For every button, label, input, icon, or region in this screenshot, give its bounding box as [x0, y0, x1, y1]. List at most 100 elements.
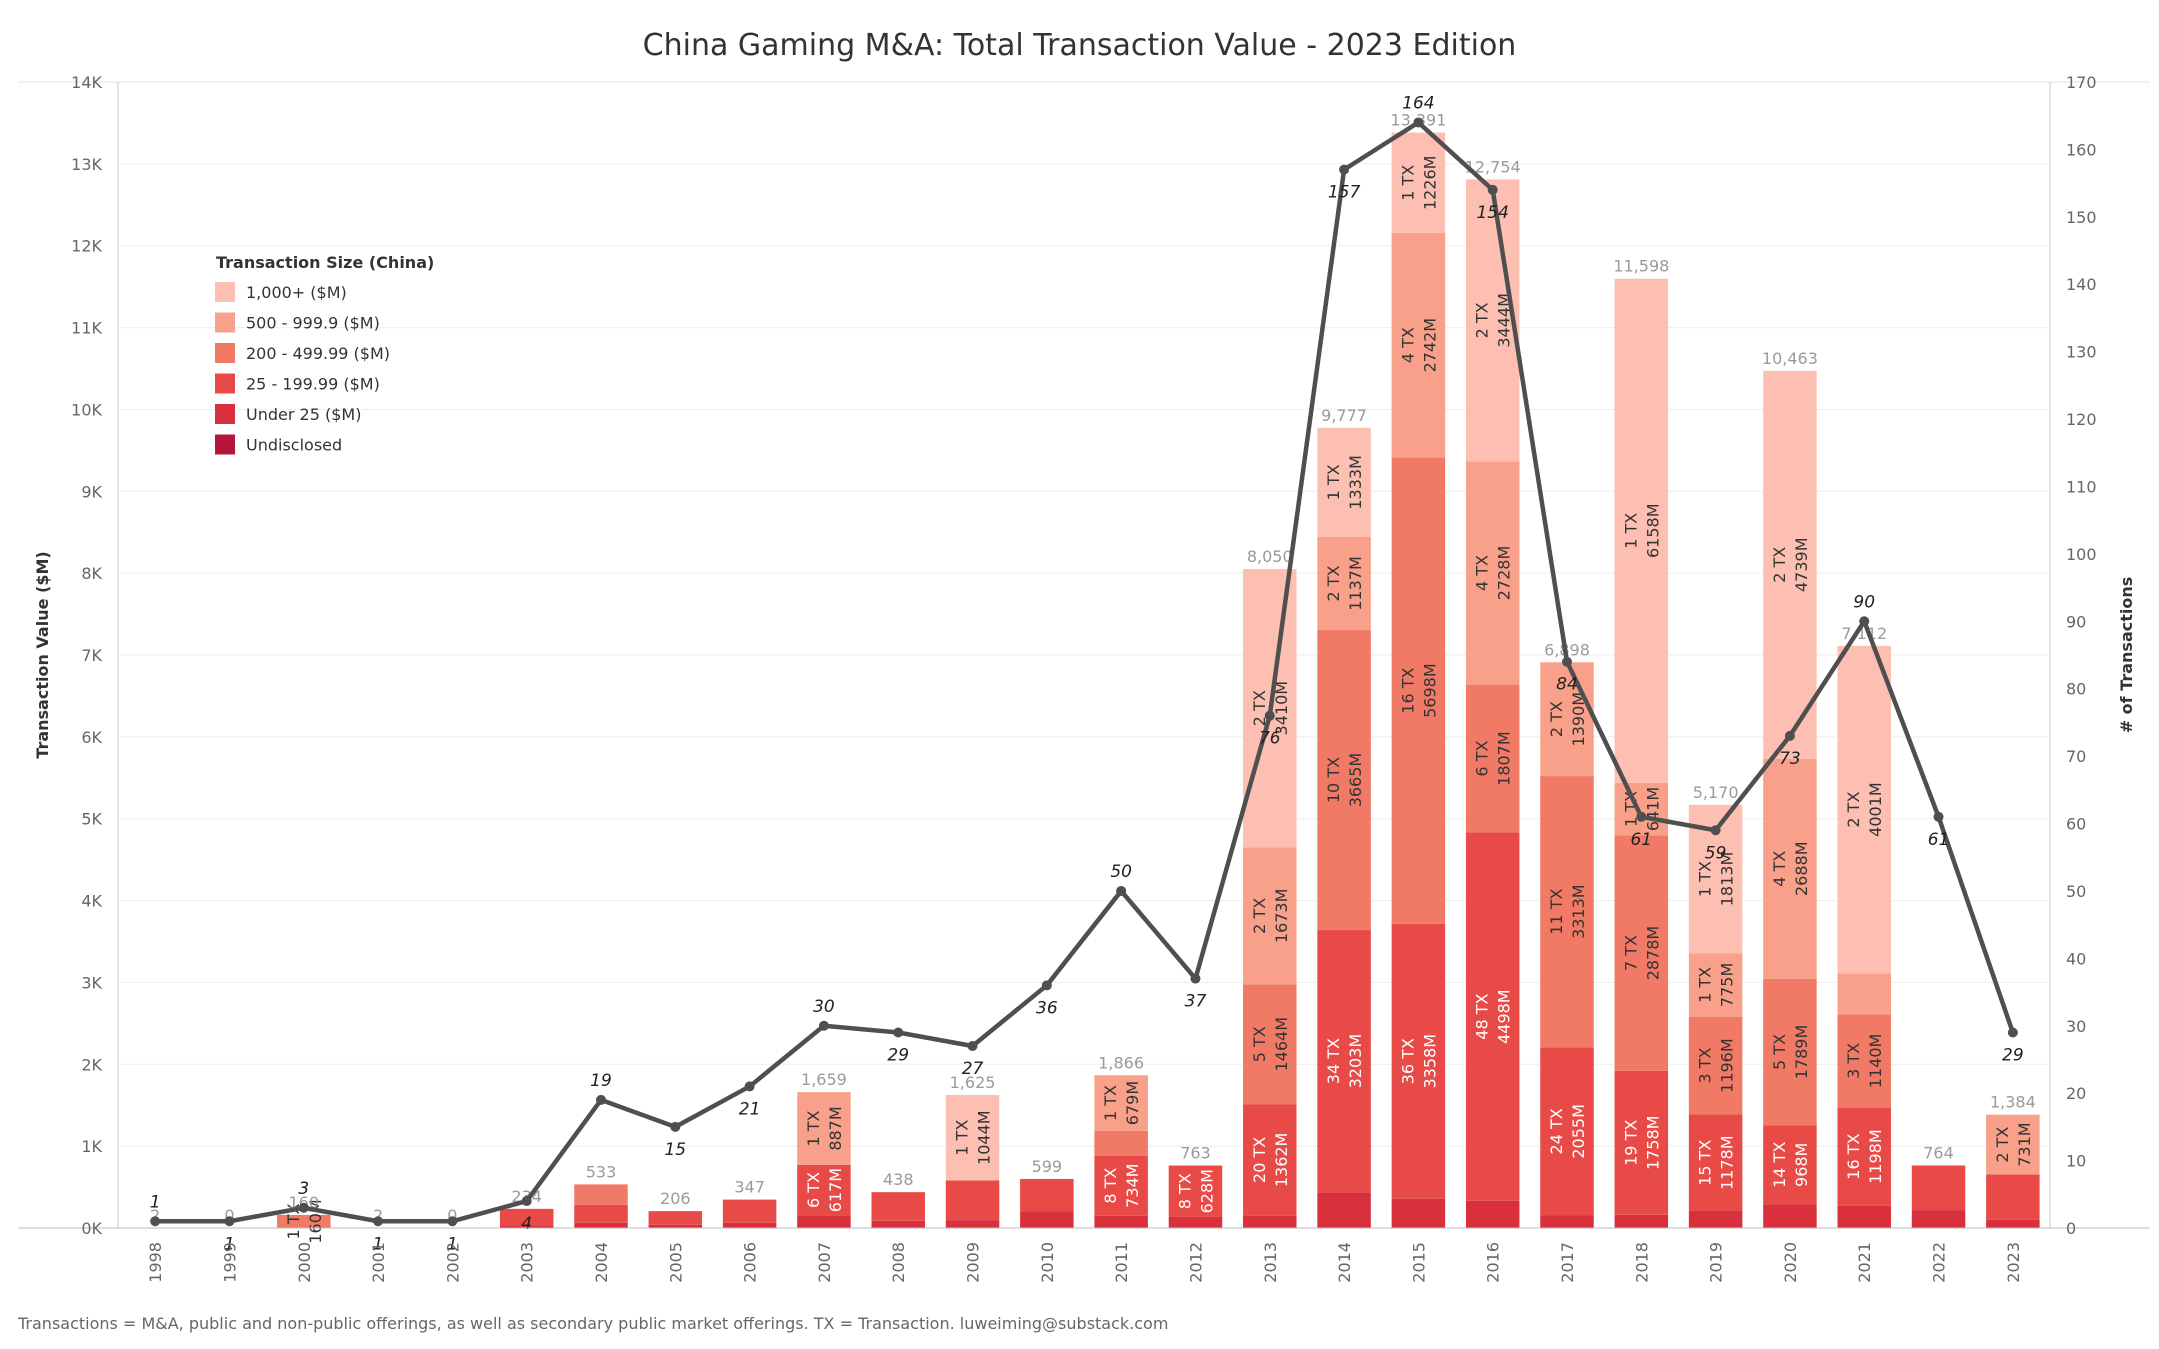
bar-segment — [1837, 1014, 1891, 1108]
segment-label: 48 TX 4498M — [1473, 989, 1514, 1044]
bar-segment — [1168, 1216, 1223, 1228]
segment-label: 20 TX 1362M — [1250, 1133, 1291, 1188]
y2-tick-label: 0 — [2066, 1219, 2076, 1238]
line-point — [447, 1216, 458, 1227]
segment-label: 2 TX 1673M — [1250, 889, 1291, 944]
bar-segment — [1540, 1047, 1594, 1216]
bar-segment — [871, 1192, 925, 1221]
line-point — [224, 1216, 235, 1227]
line-point-label: 30 — [813, 997, 835, 1017]
line-point-label: 4 — [521, 1214, 532, 1234]
segment-label: 2 TX 1137M — [1324, 556, 1365, 611]
gridlines — [118, 81, 2050, 1147]
bar-segment — [1317, 1192, 1371, 1228]
bar-total-label: 10,463 — [1762, 349, 1818, 368]
bar-segment — [1688, 1210, 1743, 1228]
line-point — [298, 1202, 309, 1213]
bar-total-label: 763 — [1180, 1144, 1211, 1163]
segment-label: 24 TX 2055M — [1547, 1104, 1588, 1159]
bar-total-label: 2 — [150, 1206, 160, 1225]
line-point-label: 84 — [1556, 675, 1578, 695]
bar-segment — [945, 1220, 1000, 1228]
x-tick-label: 2009 — [964, 1242, 983, 1283]
bar-segment — [1317, 536, 1371, 631]
bar-total-label: 11,598 — [1613, 257, 1669, 276]
y2-tick-label: 140 — [2066, 275, 2097, 294]
line-point — [2007, 1027, 2018, 1038]
y-tick-label: 6K — [81, 728, 102, 747]
y-tick-label: 10K — [71, 400, 102, 419]
bar-total-label: 1,866 — [1098, 1053, 1144, 1072]
bar-segment — [1020, 1178, 1074, 1212]
x-tick-label: 2015 — [1409, 1242, 1428, 1283]
legend-swatch — [215, 373, 235, 394]
segment-label: 1 TX 0M — [432, 1182, 473, 1218]
x-tick-label: 2016 — [1484, 1242, 1503, 1283]
x-tick-label: 1999 — [220, 1242, 239, 1283]
bar-segment — [871, 1220, 925, 1228]
segment-label: 4 TX 2742M — [1398, 318, 1439, 373]
x-tick-label: 2001 — [369, 1242, 388, 1283]
bar-segment — [722, 1199, 777, 1223]
line-point-label: 61 — [1630, 830, 1652, 850]
line-point-label: 1 — [447, 1234, 458, 1254]
x-tick-label: 2003 — [518, 1242, 537, 1283]
x-tick-label: 2019 — [1707, 1242, 1726, 1283]
line-point-label: 1 — [373, 1234, 384, 1254]
line-point — [1784, 730, 1795, 741]
bar-segment — [1391, 232, 1446, 458]
y2-tick-label: 50 — [2066, 882, 2086, 901]
line-point-label: 36 — [1036, 998, 1058, 1018]
segment-label: 1 TX 679M — [1101, 1081, 1142, 1125]
line-point — [1859, 616, 1870, 627]
y-tick-label: 11K — [71, 319, 102, 338]
segment-label: 10 TX 3665M — [1324, 753, 1365, 808]
bar-total-label: 0 — [447, 1206, 457, 1225]
bar-total-label: 599 — [1032, 1157, 1063, 1176]
x-tick-label: 2018 — [1632, 1242, 1651, 1283]
bar-segment — [1688, 1114, 1743, 1211]
bar-total-label: 9,777 — [1321, 406, 1367, 425]
bar-segment — [1094, 1215, 1148, 1228]
x-tick-label: 2004 — [592, 1242, 611, 1283]
bar-segment — [1391, 457, 1446, 924]
segment-label: 5 TX 1789M — [1770, 1025, 1811, 1080]
bar-segment — [1837, 1107, 1891, 1206]
line-point — [596, 1094, 606, 1105]
bar-segment — [1465, 461, 1520, 685]
bar-segment — [1763, 978, 1817, 1126]
bar-segment — [1243, 984, 1297, 1105]
bar-segment — [1391, 132, 1446, 233]
bar-total-label: 438 — [883, 1170, 914, 1189]
bar-total-label: 8,050 — [1247, 547, 1293, 566]
bar-segment — [1763, 758, 1817, 979]
legend-label: Under 25 ($M) — [246, 405, 361, 424]
legend-swatch — [215, 404, 235, 424]
x-tick-label: 1998 — [146, 1242, 165, 1283]
y2-axis-title: # of Transactions — [2117, 577, 2136, 734]
bar-segment — [1688, 1016, 1743, 1115]
bar-total-label: 2 — [373, 1206, 383, 1225]
bar-segment — [1540, 776, 1594, 1048]
legend-label: 25 - 199.99 ($M) — [246, 375, 380, 394]
line-point-label: 154 — [1476, 203, 1508, 223]
y2-tick-label: 170 — [2066, 73, 2097, 92]
line-point-label: 59 — [1705, 843, 1727, 863]
transaction-count-line: 1 1 3 1 1 4 19 15 21 30 29 27 36 50 37 76 157 164 154 84 61 5… — [150, 93, 2024, 1254]
legend-swatch — [215, 434, 235, 455]
y2-tick-label: 20 — [2066, 1084, 2086, 1103]
y2-tick-label: 60 — [2066, 815, 2086, 834]
segment-label: 3 TX 1140M — [1844, 1034, 1885, 1089]
segment-label: 6 TX 617M — [804, 1168, 845, 1212]
bar-segment — [945, 1094, 1000, 1181]
segment-label: 16 TX 5698M — [1398, 663, 1439, 718]
x-tick-label: 2000 — [295, 1242, 314, 1283]
legend-swatch — [215, 343, 235, 363]
y-tick-label: 0K — [81, 1219, 102, 1238]
bar-segment — [1317, 930, 1371, 1193]
bar-segment — [1911, 1210, 1966, 1228]
segment-label: 1 TX 1044M — [953, 1110, 994, 1165]
x-tick-label: 2020 — [1781, 1242, 1800, 1283]
line-point-label: 73 — [1779, 749, 1801, 769]
y2-tick-label: 160 — [2066, 140, 2097, 159]
